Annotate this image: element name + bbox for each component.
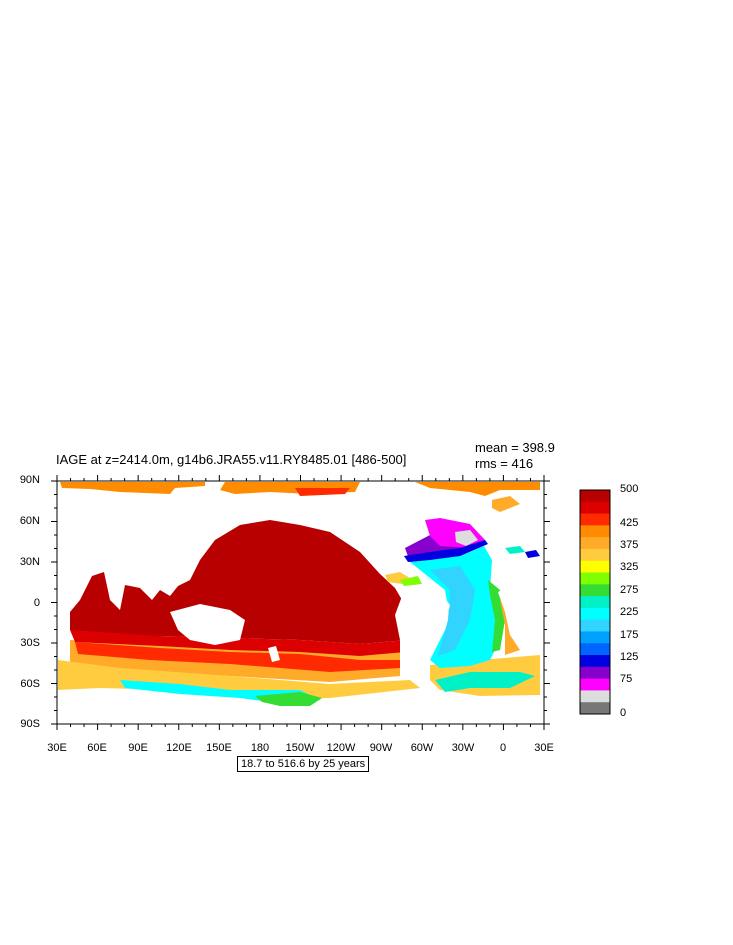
gulf-stream-blue <box>404 540 488 562</box>
lon-label-90e: 90E <box>128 742 148 754</box>
south-pacific-red-band <box>70 630 408 656</box>
colorbar-label: 500 <box>620 483 639 495</box>
lon-label-0: 0 <box>499 742 507 754</box>
axis-ticks <box>51 475 550 730</box>
arctic-deep-region <box>295 488 350 496</box>
colorbar-frame <box>579 489 611 715</box>
rms-value: rms = 416 <box>475 456 534 471</box>
lat-label-0: 0 <box>33 597 40 609</box>
colorbar-swatch <box>580 607 610 621</box>
caribbean-region <box>400 576 422 586</box>
colorbar-swatch <box>580 537 610 550</box>
colorbar-label: 125 <box>620 651 639 663</box>
lon-label-150e: 150E <box>206 742 232 754</box>
lon-label-60w: 60W <box>410 742 434 754</box>
colorbar-swatch <box>580 619 610 632</box>
australia-landmask <box>170 604 245 645</box>
lon-label-30e: 30E <box>47 742 67 754</box>
colorbar-label: 325 <box>620 561 639 574</box>
antarctic-coastal-green <box>255 692 322 706</box>
colorbar-label: 375 <box>620 539 639 551</box>
lon-label-180: 180 <box>250 742 270 754</box>
southern-ocean-yellow-band <box>58 660 420 700</box>
colorbar-swatch <box>580 631 610 644</box>
lat-label-60s: 60S <box>20 678 40 690</box>
colorbar <box>579 489 611 715</box>
colorbar-swatch <box>580 666 610 680</box>
colorbar-label: 175 <box>620 628 639 641</box>
mediterranean-cyan <box>505 546 525 554</box>
colorbar-label: 75 <box>620 673 633 686</box>
lon-label-30e-right: 30E <box>534 742 554 754</box>
south-pacific-orange-band <box>75 642 402 672</box>
labrador-gray <box>455 530 478 546</box>
lon-label-120e: 120E <box>166 742 192 754</box>
colorbar-swatch <box>580 501 610 515</box>
colorbar-swatch <box>580 513 610 526</box>
arctic-atlantic-region <box>415 482 540 496</box>
indo-pacific-deep-red <box>70 520 408 644</box>
lat-label-90s: 90S <box>20 718 40 730</box>
colorbar-swatch <box>580 572 610 585</box>
lon-label-150w: 150W <box>285 742 315 754</box>
colorbar-label: 225 <box>620 606 639 619</box>
lat-label-90n: 90N <box>19 474 40 486</box>
colorbar-swatch <box>580 702 610 715</box>
lat-label-60n: 60N <box>19 515 40 527</box>
colorbar-label: 0 <box>620 707 627 719</box>
lon-label-30w: 30W <box>451 742 475 754</box>
colorbar-swatch <box>580 655 610 668</box>
contour-range-note: 18.7 to 516.6 by 25 years <box>237 756 370 772</box>
colorbar-swatch <box>580 643 610 656</box>
africa-landmask <box>498 588 540 650</box>
weddell-cyan <box>435 672 535 692</box>
mean-value: mean = 398.9 <box>475 440 555 455</box>
lon-label-120w: 120W <box>326 742 356 754</box>
lon-label-90w: 90W <box>369 742 393 754</box>
lon-label-60e: 60E <box>87 742 107 754</box>
nordic-sea-region <box>492 496 520 512</box>
colorbar-swatch <box>580 678 610 691</box>
lat-label-30n: 30N <box>19 556 40 568</box>
colorbar-swatch <box>580 596 610 609</box>
colorbar-swatch <box>580 490 610 503</box>
colorbar-swatch <box>580 690 610 703</box>
arctic-ocean-region <box>60 482 205 494</box>
colorbar-swatch <box>580 584 610 597</box>
colorbar-swatch <box>580 525 610 538</box>
colorbar-label: 275 <box>620 583 639 596</box>
south-america-landmask <box>395 584 450 680</box>
new-zealand-landmask <box>268 646 280 662</box>
lat-label-30s: 30S <box>20 637 40 649</box>
atlantic-light-blue <box>430 566 475 656</box>
colorbar-swatch <box>580 560 610 574</box>
colorbar-swatch <box>580 548 610 562</box>
map-title: IAGE at z=2414.0m, g14b6.JRA55.v11.RY848… <box>56 452 407 467</box>
map-fill <box>58 482 540 706</box>
colorbar-label: 425 <box>620 516 639 529</box>
mediterranean-blue <box>525 550 540 558</box>
